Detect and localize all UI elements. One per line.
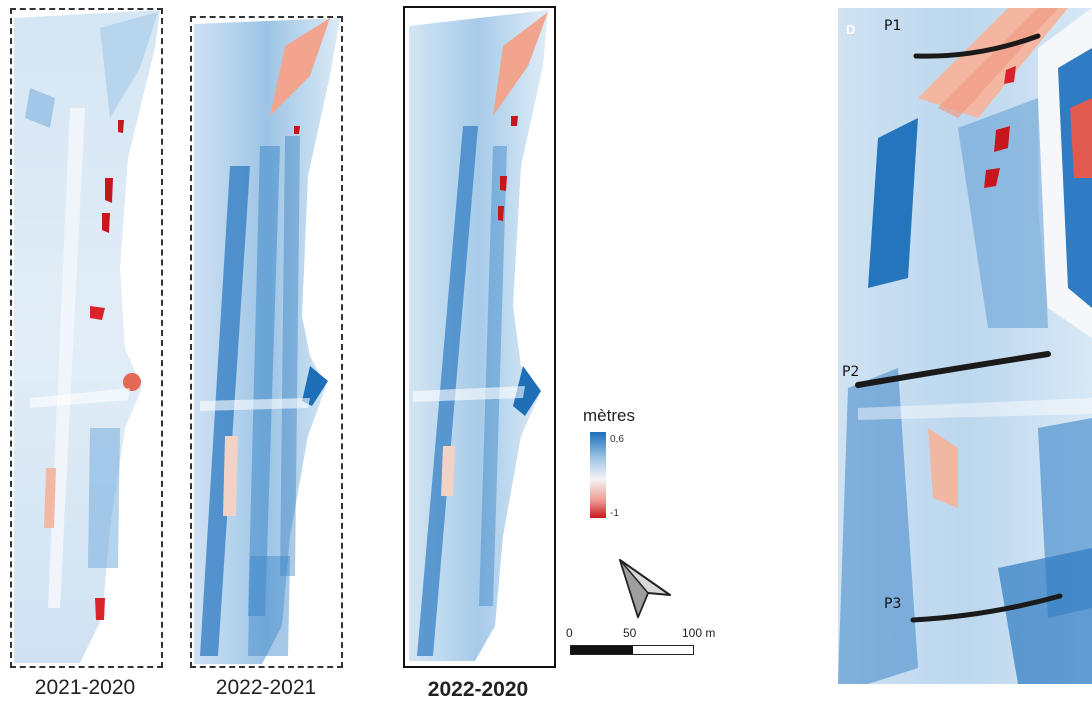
difference-map-2021-2020 — [14, 10, 160, 663]
difference-map-2022-2021 — [194, 18, 340, 664]
detail-difference-map — [838, 8, 1092, 684]
profile-line-p1 — [913, 33, 1041, 59]
profile-line-p3 — [910, 593, 1063, 623]
scale-bar — [570, 645, 694, 655]
panel-label: 2022-2021 — [215, 676, 317, 699]
profile-line-p2 — [855, 351, 1051, 388]
scale-tick-label: 50 — [623, 626, 637, 640]
scale-tick-label: 100 m — [682, 626, 716, 640]
legend-min-label: -1 — [610, 508, 619, 519]
panel-frame-dashed — [190, 16, 343, 668]
scale-tick-label: 0 — [566, 626, 573, 640]
difference-map-2022-2020 — [409, 10, 548, 661]
legend-colorbar — [590, 432, 606, 518]
north-arrow-icon — [619, 559, 671, 620]
legend-title: mètres — [583, 406, 635, 425]
map-panel-2022-2021 — [190, 16, 345, 668]
profile-label: P1 — [884, 18, 902, 34]
detail-panel-letter: D — [846, 22, 856, 37]
profile-label: P2 — [842, 364, 860, 380]
legend-max-label: 0,6 — [610, 434, 624, 445]
profile-label: P3 — [884, 596, 902, 612]
map-panel-2021-2020 — [10, 8, 165, 668]
panel-frame-solid — [403, 6, 556, 668]
panel-label: 2021-2020 — [34, 676, 136, 699]
panel-frame-dashed — [10, 8, 163, 668]
scale-bar-black-segment — [571, 646, 633, 654]
map-panel-2022-2020 — [403, 6, 558, 668]
panel-label: 2022-2020 — [427, 678, 529, 701]
detail-map-panel: D P1 P2 P3 — [838, 8, 1092, 684]
